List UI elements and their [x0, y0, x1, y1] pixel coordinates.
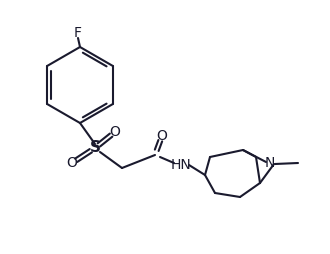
- Text: O: O: [67, 156, 78, 170]
- Text: F: F: [74, 26, 82, 40]
- Text: N: N: [265, 156, 275, 170]
- Text: O: O: [156, 129, 167, 143]
- Text: S: S: [89, 140, 101, 155]
- Text: O: O: [110, 125, 120, 139]
- Text: HN: HN: [171, 158, 191, 172]
